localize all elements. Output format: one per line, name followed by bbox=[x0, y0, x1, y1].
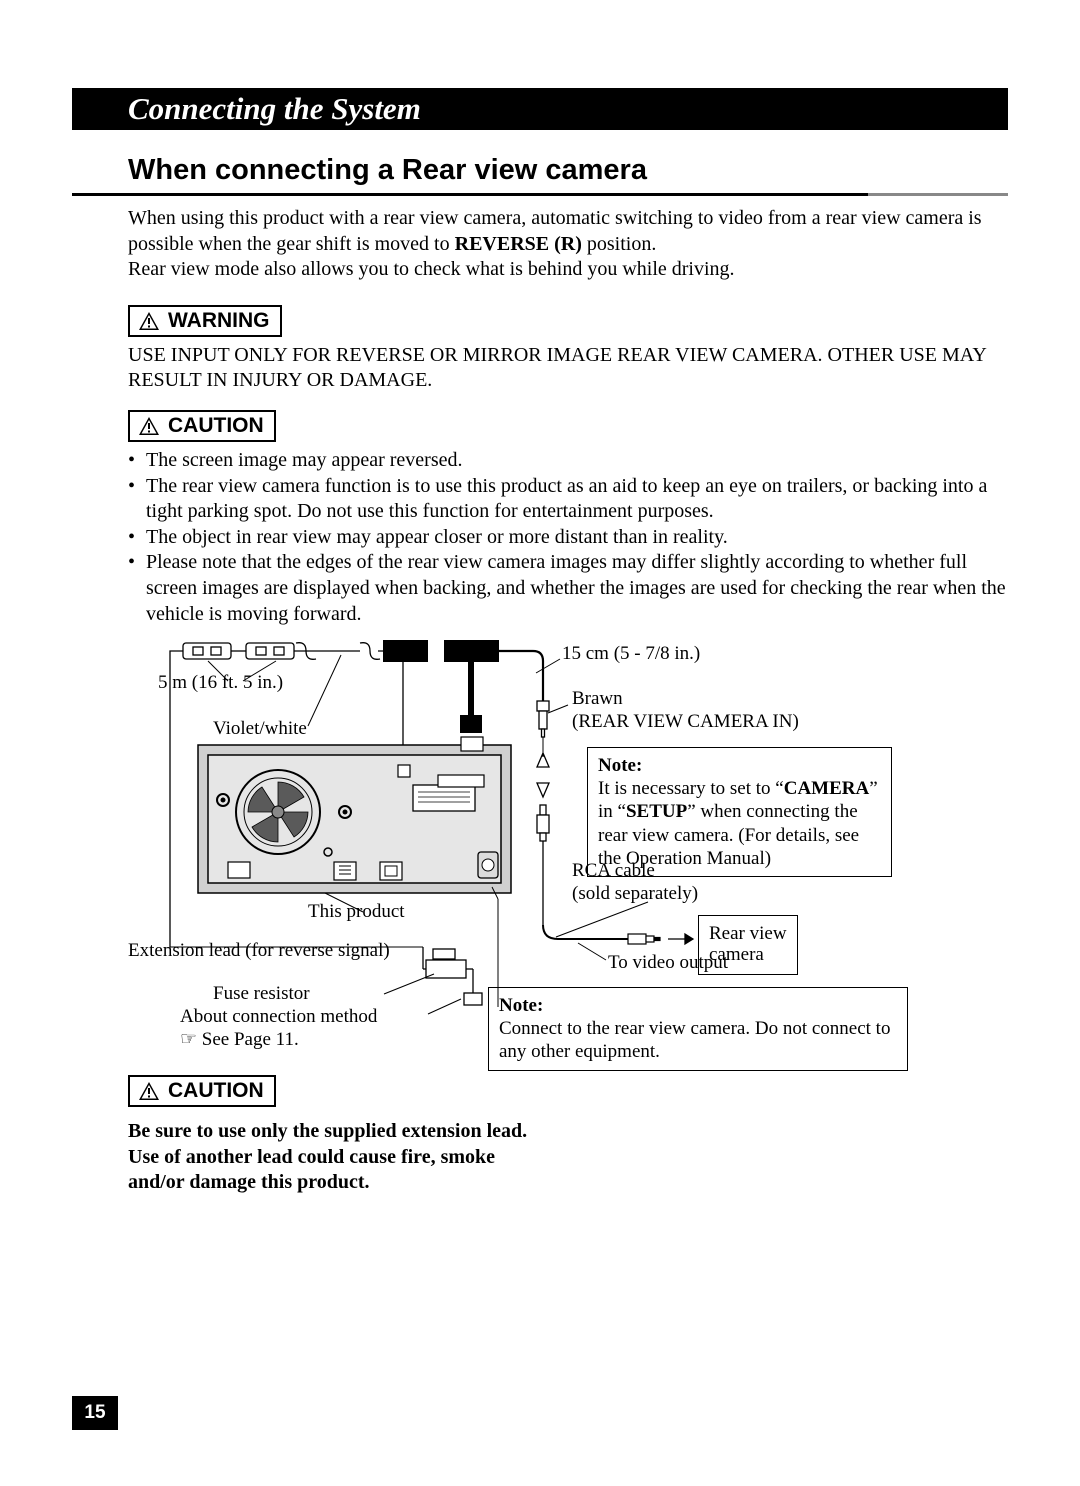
intro-text-2: position. bbox=[582, 233, 656, 255]
caution-box-1: CAUTION bbox=[128, 410, 276, 442]
warning-triangle-icon bbox=[138, 311, 160, 331]
caution-final-text: Be sure to use only the supplied extensi… bbox=[72, 1119, 532, 1196]
label-this-product: This product bbox=[308, 900, 405, 923]
caution-label-2: CAUTION bbox=[168, 1079, 264, 1103]
rear-view-camera-label: Rear viewcamera bbox=[709, 924, 787, 966]
chapter-title: Connecting the System bbox=[128, 91, 421, 127]
warning-box: WARNING bbox=[128, 305, 282, 337]
page-number: 15 bbox=[72, 1396, 118, 1430]
label-about-connection: About connection method bbox=[180, 1005, 377, 1028]
intro-text-3: Rear view mode also allows you to check … bbox=[128, 258, 735, 280]
label-extension-lead: Extension lead (for reverse signal) bbox=[128, 939, 390, 962]
label-5m: 5 m (16 ft. 5 in.) bbox=[158, 671, 283, 694]
section-heading: When connecting a Rear view camera bbox=[72, 148, 1008, 196]
decorative-stripe bbox=[868, 193, 1008, 196]
caution-label-1: CAUTION bbox=[168, 414, 264, 438]
caution-item: The screen image may appear reversed. bbox=[128, 448, 1008, 474]
label-fuse-resistor: Fuse resistor bbox=[213, 982, 310, 1005]
note-box-connect-camera: Note: Connect to the rear view camera. D… bbox=[488, 987, 908, 1071]
label-15cm: 15 cm (5 - 7/8 in.) bbox=[562, 642, 700, 665]
reverse-r-bold: REVERSE (R) bbox=[455, 233, 582, 255]
caution-triangle-icon bbox=[138, 416, 160, 436]
warning-label: WARNING bbox=[168, 309, 270, 333]
page: Connecting the System When connecting a … bbox=[0, 0, 1080, 1196]
intro-paragraph: When using this product with a rear view… bbox=[72, 206, 1008, 283]
label-violet-white: Violet/white bbox=[213, 717, 307, 740]
rear-view-camera-box: Rear viewcamera bbox=[698, 915, 798, 975]
label-brawn: Brawn (REAR VIEW CAMERA IN) bbox=[572, 687, 799, 733]
caution-item: Please note that the edges of the rear v… bbox=[128, 550, 1008, 627]
note-body: It is necessary to set to “CAMERA” in “S… bbox=[598, 777, 881, 870]
note-box-camera-setup: Note: It is necessary to set to “CAMERA”… bbox=[587, 747, 892, 877]
note-body-2: Connect to the rear view camera. Do not … bbox=[499, 1017, 897, 1063]
section-heading-text: When connecting a Rear view camera bbox=[72, 148, 1008, 193]
chapter-title-bar: Connecting the System bbox=[72, 88, 1008, 130]
warning-text: USE INPUT ONLY FOR REVERSE OR MIRROR IMA… bbox=[72, 343, 1008, 394]
caution-box-2: CAUTION bbox=[128, 1075, 276, 1107]
caution-item: The object in rear view may appear close… bbox=[128, 525, 1008, 551]
label-see-page: ☞ See Page 11. bbox=[180, 1028, 299, 1051]
note-heading: Note: bbox=[598, 754, 881, 777]
connection-diagram: 5 m (16 ft. 5 in.) Violet/white This pro… bbox=[128, 637, 998, 1067]
caution-triangle-icon bbox=[138, 1081, 160, 1101]
note-heading-2: Note: bbox=[499, 994, 897, 1017]
caution-bullet-list: The screen image may appear reversed. Th… bbox=[72, 448, 1008, 627]
caution-item: The rear view camera function is to use … bbox=[128, 474, 1008, 525]
